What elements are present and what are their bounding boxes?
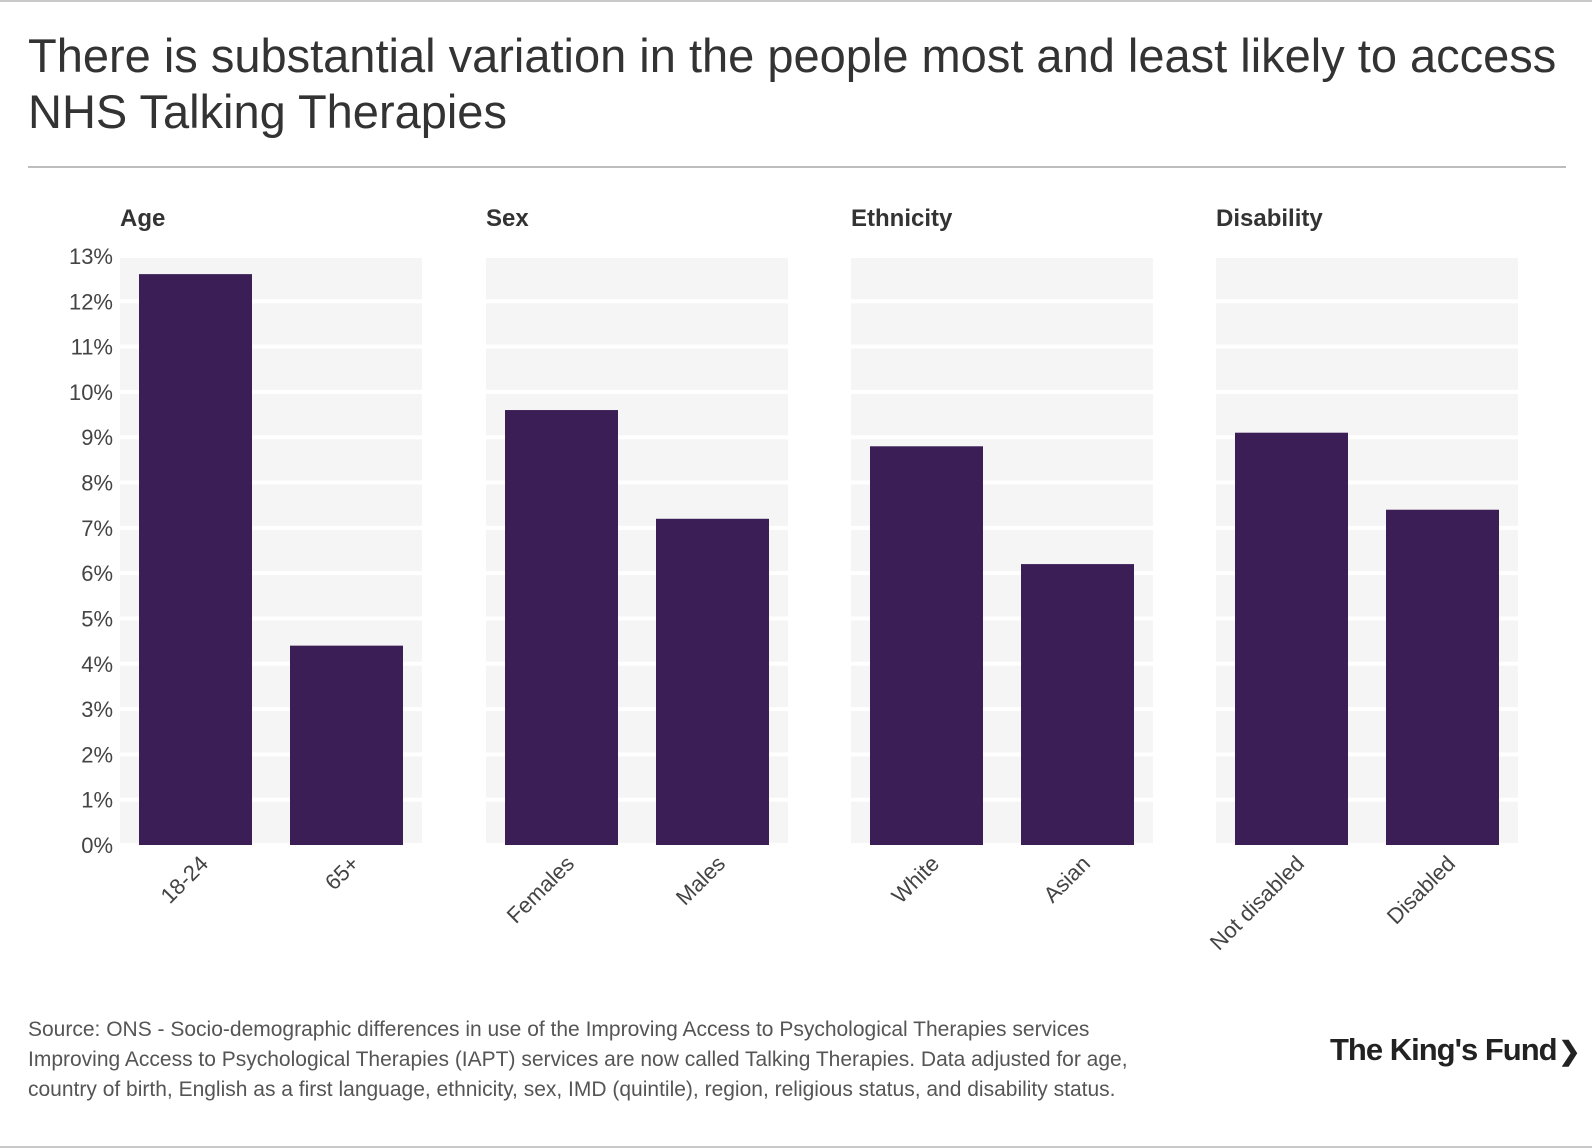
bar [870,446,983,845]
footer-line-rename: Improving Access to Psychological Therap… [28,1048,1128,1071]
bar [139,274,252,846]
y-tick-label: 12% [69,289,113,314]
chart-title: There is substantial variation in the pe… [28,29,1557,138]
y-tick-label: 7% [81,516,113,541]
footer-line-source: Source: ONS - Socio-demographic differen… [28,1018,1090,1041]
bar [1235,432,1348,845]
kings-fund-logo: The King's Fund❯ [1330,1032,1581,1068]
y-tick-label: 6% [81,561,113,586]
y-tick-label: 4% [81,652,113,677]
top-rule [0,0,1592,2]
x-tick-label: Not disabled [1205,851,1309,955]
y-tick-label: 8% [81,471,113,496]
y-tick-label: 11% [71,335,113,360]
logo-arrow-icon: ❯ [1558,1036,1581,1066]
x-tick-label: Females [502,851,579,928]
title-divider [28,166,1566,168]
bar [1386,509,1499,845]
x-tick-label: Males [671,851,730,910]
y-tick-label: 1% [81,788,113,813]
x-tick-label: White [887,851,944,908]
footer-notes: Source: ONS - Socio-demographic differen… [28,1015,1268,1105]
y-tick-label: 3% [81,697,113,722]
panel-title: Disability [1216,205,1323,232]
y-tick-label: 0% [81,833,113,858]
x-tick-label: Asian [1038,851,1095,908]
bar [505,410,618,845]
y-tick-label: 2% [81,742,113,767]
bar [290,645,403,845]
panel-title: Age [120,205,165,232]
x-tick-label: 18-24 [156,851,213,908]
y-tick-label: 9% [81,425,113,450]
x-tick-label: Disabled [1382,851,1460,929]
footer-line-adjustment: country of birth, English as a first lan… [28,1078,1116,1101]
bar [656,518,769,845]
x-tick-label: 65+ [320,851,364,895]
panel-title: Sex [486,205,529,232]
panel-title: Ethnicity [851,205,953,232]
logo-text: The King's Fund [1330,1032,1558,1067]
bottom-rule [0,1146,1592,1148]
y-tick-label: 5% [81,606,113,631]
bar-chart: 0% 1% 2% 3% 4% 5% 6% 7% 8% 9% 10% 11% 12% 13% Age 18-24… [69,205,1518,955]
y-tick-label: 10% [69,380,113,405]
bar [1021,564,1134,845]
y-tick-label: 13% [69,244,113,269]
